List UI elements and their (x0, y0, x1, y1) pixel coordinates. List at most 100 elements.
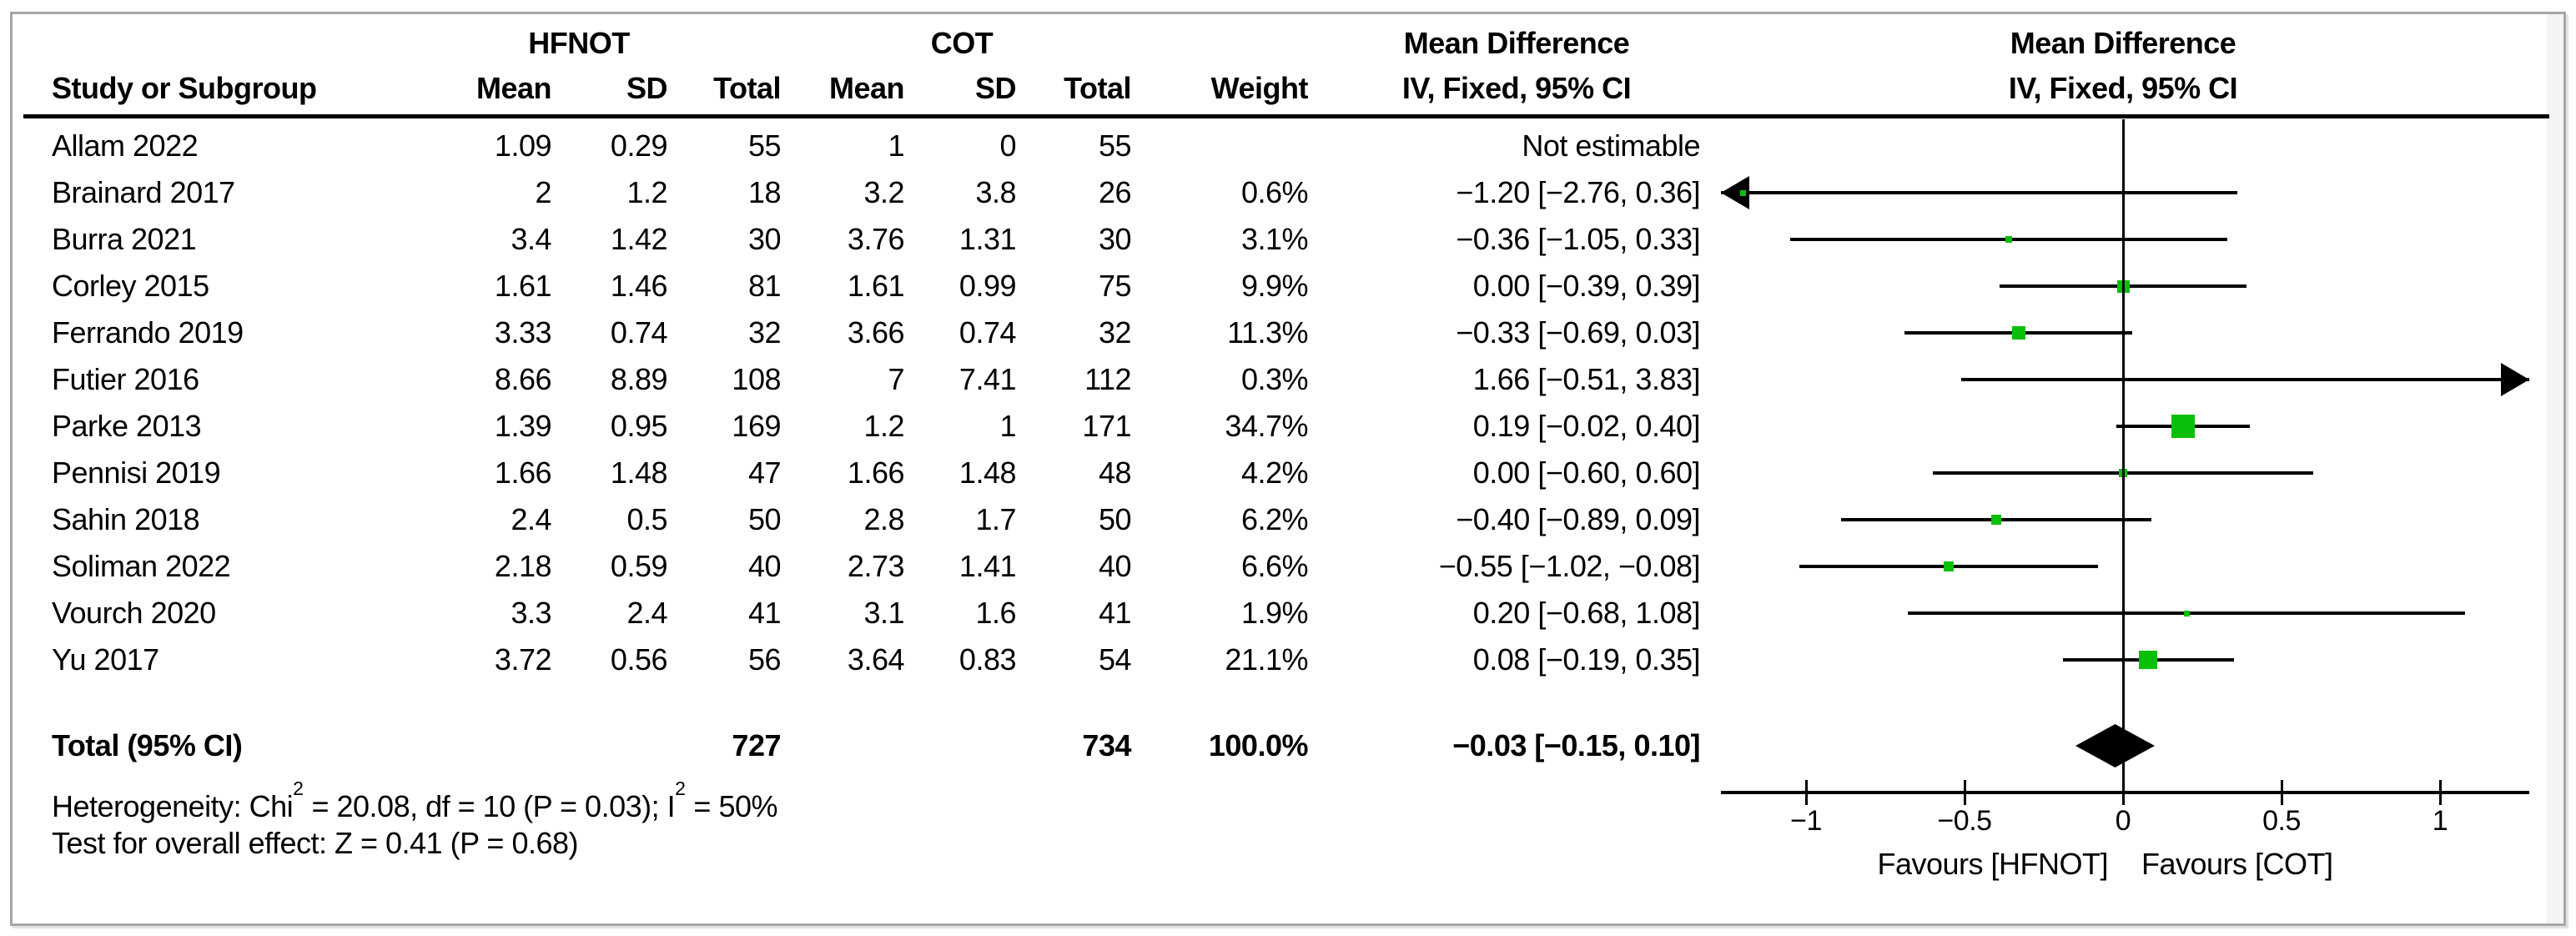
study-effect-ci: 0.19 [−0.02, 0.40] (1472, 409, 1701, 443)
study-weight: 6.6% (1240, 549, 1309, 583)
cot-total: 55 (1098, 128, 1132, 163)
axis-tick (2280, 780, 2283, 805)
cot-mean: 3.2 (863, 175, 904, 209)
column-header-cot-total: Total (1064, 71, 1131, 105)
hfnot-total: 47 (747, 455, 782, 490)
column-header-hfnot-mean: Mean (475, 71, 552, 105)
hfnot-sd: 1.2 (626, 175, 667, 209)
cot-mean: 1.2 (863, 409, 904, 443)
study-row: Corley 2015 1.61 1.46 81 1.61 0.99 75 9.… (0, 263, 1718, 309)
hfnot-sd: 1.48 (610, 455, 668, 490)
hfnot-total: 40 (747, 549, 782, 583)
study-row: Allam 2022 1.09 0.29 55 1 0 55 Not estim… (0, 123, 1718, 169)
hfnot-sd: 8.89 (610, 362, 668, 396)
study-weight: 1.9% (1240, 596, 1309, 630)
study-weight: 3.1% (1240, 222, 1309, 256)
axis-tick-label: 0.5 (2262, 805, 2301, 837)
study-row: Sahin 2018 2.4 0.5 50 2.8 1.7 50 6.2% −0… (0, 496, 1718, 543)
study-row: Ferrando 2019 3.33 0.74 32 3.66 0.74 32 … (0, 309, 1718, 356)
study-effect-ci: Not estimable (1522, 128, 1700, 163)
hfnot-total: 108 (732, 362, 781, 396)
cot-sd: 3.8 (975, 175, 1016, 209)
study-weight (1175, 123, 1308, 169)
hfnot-mean: 3.3 (511, 596, 551, 630)
hfnot-sd: 0.59 (610, 549, 668, 583)
cot-mean: 2.73 (847, 549, 905, 583)
hfnot-mean: 3.33 (494, 315, 552, 350)
effect-marker (1739, 189, 1746, 196)
study-weight: 0.6% (1240, 175, 1309, 209)
ci-right-arrow (2501, 363, 2529, 396)
hfnot-mean: 2 (535, 175, 551, 209)
study-weight: 0.3% (1240, 362, 1309, 396)
i-squared-sup: 2 (675, 777, 686, 799)
heterogeneity-line: Heterogeneity: Chi2 = 20.08, df = 10 (P … (52, 777, 778, 823)
cot-total: 40 (1098, 549, 1132, 583)
hfnot-sd: 1.42 (610, 222, 668, 256)
cot-sd: 0 (999, 128, 1016, 163)
effect-marker (2171, 415, 2196, 438)
column-header-method-text: IV, Fixed, 95% CI (1401, 71, 1632, 105)
group-header-hfnot: HFNOT (528, 26, 630, 60)
cot-total: 75 (1098, 269, 1132, 303)
heterogeneity-text: Heterogeneity: Chi (52, 789, 294, 823)
cot-mean: 2.8 (863, 502, 904, 536)
study-name: Pennisi 2019 (52, 455, 221, 490)
total-hfnot-n: 727 (732, 728, 781, 762)
study-effect-ci: 0.20 [−0.68, 1.08] (1472, 596, 1701, 630)
hfnot-mean: 3.72 (494, 642, 552, 677)
cot-mean: 3.76 (847, 222, 905, 256)
study-name: Yu 2017 (52, 642, 159, 677)
study-effect-ci: 0.08 [−0.19, 0.35] (1472, 642, 1701, 677)
study-weight: 9.9% (1240, 269, 1309, 303)
study-name: Brainard 2017 (52, 175, 235, 209)
cot-total: 26 (1098, 175, 1132, 209)
study-row: Pennisi 2019 1.66 1.48 47 1.66 1.48 48 4… (0, 450, 1718, 496)
study-row: Vourch 2020 3.3 2.4 41 3.1 1.6 41 1.9% 0… (0, 590, 1718, 637)
column-header-cot-mean: Mean (828, 71, 905, 105)
study-row: Futier 2016 8.66 8.89 108 7 7.41 112 0.3… (0, 356, 1718, 403)
hfnot-sd: 2.4 (626, 596, 667, 630)
hfnot-total: 81 (747, 269, 782, 303)
effect-marker (2011, 326, 2025, 340)
cot-total: 171 (1082, 409, 1131, 443)
hfnot-total: 50 (747, 502, 782, 536)
cot-sd: 0.83 (958, 642, 1017, 677)
column-header-cot-sd: SD (974, 71, 1017, 105)
column-header-hfnot-sd: SD (626, 71, 668, 105)
x-axis (1721, 791, 2529, 794)
cot-total: 41 (1098, 596, 1132, 630)
study-name: Parke 2013 (52, 409, 202, 443)
study-row: Brainard 2017 2 1.2 18 3.2 3.8 26 0.6% −… (0, 169, 1718, 216)
column-header-hfnot-total: Total (713, 71, 781, 105)
favours-left-label: Favours [HFNOT] (1877, 847, 2108, 881)
cot-total: 48 (1098, 455, 1132, 490)
study-weight: 21.1% (1225, 642, 1308, 677)
hfnot-total: 41 (747, 596, 782, 630)
hfnot-mean: 2.4 (511, 502, 551, 536)
favours-right-label: Favours [COT] (2141, 847, 2333, 881)
overall-effect-line: Test for overall effect: Z = 0.41 (P = 0… (52, 826, 579, 860)
hfnot-sd: 0.29 (610, 128, 668, 163)
cot-total: 112 (1084, 362, 1131, 396)
cot-total: 32 (1098, 315, 1132, 350)
effect-marker (1944, 561, 1954, 571)
hfnot-sd: 1.46 (610, 269, 668, 303)
cot-mean: 7 (888, 362, 904, 396)
cot-mean: 3.64 (847, 642, 905, 677)
axis-tick (2121, 780, 2125, 805)
cot-mean: 3.1 (863, 596, 904, 630)
study-name: Allam 2022 (52, 128, 199, 163)
effect-marker (1991, 515, 2001, 525)
study-effect-ci: −0.36 [−1.05, 0.33] (1456, 222, 1700, 256)
cot-mean: 1 (888, 128, 904, 163)
hfnot-mean: 1.09 (494, 128, 552, 163)
study-name: Ferrando 2019 (52, 315, 244, 350)
study-row: Burra 2021 3.4 1.42 30 3.76 1.31 30 3.1%… (0, 216, 1718, 263)
hfnot-total: 30 (747, 222, 782, 256)
column-header-method-plot: IV, Fixed, 95% CI (2008, 71, 2238, 105)
hfnot-sd: 0.74 (610, 315, 668, 350)
study-name: Vourch 2020 (52, 596, 216, 630)
study-effect-ci: −0.55 [−1.02, −0.08] (1438, 549, 1701, 583)
